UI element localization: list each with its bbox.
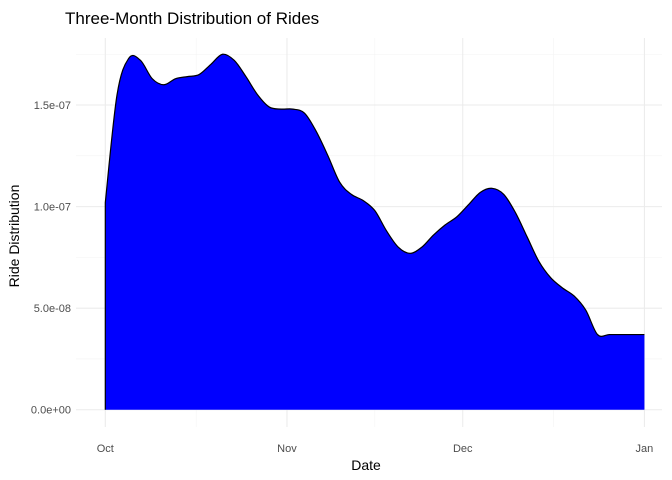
y-tick-label: 5.0e-08	[34, 303, 71, 315]
density-outline	[104, 53, 645, 337]
chart-title: Three-Month Distribution of Rides	[65, 9, 319, 28]
y-tick-label: 1.0e-07	[34, 202, 71, 214]
y-axis-ticks: 0.0e+00 5.0e-08 1.0e-07 1.5e-07	[31, 100, 71, 417]
x-axis-title: Date	[351, 457, 381, 473]
x-tick-label: Dec	[453, 443, 473, 455]
y-tick-label: 1.5e-07	[34, 100, 71, 112]
chart-plot-area	[104, 53, 645, 410]
x-tick-label: Jan	[636, 443, 654, 455]
y-axis-title: Ride Distribution	[6, 185, 22, 288]
y-tick-label: 0.0e+00	[31, 405, 71, 417]
x-tick-label: Nov	[277, 443, 297, 455]
x-axis-ticks: Oct Nov Dec Jan	[97, 443, 654, 455]
x-tick-label: Oct	[97, 443, 114, 455]
density-area	[105, 54, 645, 410]
